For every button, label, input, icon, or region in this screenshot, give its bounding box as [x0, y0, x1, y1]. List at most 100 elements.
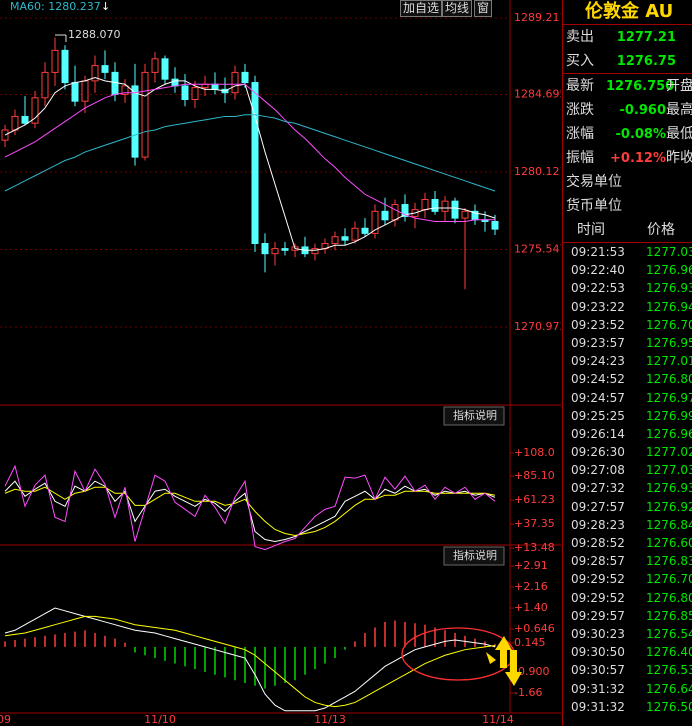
stat-value: -0.08%	[615, 127, 667, 142]
y-tick-label: +37.35	[514, 517, 555, 530]
quote-panel: 伦敦金 AU 卖出 1277.21 买入 1276.75 最新 1276.750开盘 涨跌…	[562, 0, 692, 726]
y-tick-label: 1275.547	[514, 243, 561, 256]
x-tick-label: 11/13	[314, 713, 346, 726]
stat-label: 涨跌	[566, 102, 594, 118]
toolbar-button[interactable]: 均线	[442, 0, 473, 17]
y-tick-label: 1270.973	[514, 320, 561, 333]
candle-body	[21, 115, 29, 124]
toolbar-button[interactable]: 窗	[474, 0, 493, 17]
candle-body	[51, 49, 59, 73]
trade-price: 1277.02	[646, 445, 692, 460]
trade-row: 09:30:50 1276.40	[563, 643, 692, 661]
note-label[interactable]: 指标说明	[453, 548, 497, 562]
trade-time: 09:23:57	[571, 335, 625, 350]
stat-row: 涨跌 -0.960最高	[563, 98, 692, 122]
candle-body	[91, 65, 99, 82]
note-label[interactable]: 指标说明	[453, 408, 497, 422]
stat-extra: 开盘	[666, 78, 692, 94]
legend: MA60: 1280.237	[10, 0, 101, 13]
trade-row: 09:22:40 1276.96	[563, 261, 692, 279]
quote-row: 买入 1276.75	[563, 49, 692, 74]
trade-time: 09:31:32	[571, 699, 625, 714]
trade-time: 09:23:22	[571, 299, 625, 314]
trade-price: 1276.80	[646, 590, 692, 605]
trade-price: 1276.70	[646, 572, 692, 587]
trade-time: 09:30:23	[571, 626, 625, 641]
trade-row: 09:31:32 1276.64	[563, 680, 692, 698]
stat-row: 振幅 +0.12%昨收	[563, 146, 692, 170]
y-tick-label: +85.10	[514, 469, 555, 482]
trade-price: 1276.85	[646, 608, 692, 623]
stat-label: 涨幅	[566, 126, 594, 142]
candle-body	[281, 248, 289, 251]
trade-price: 1276.96	[646, 426, 692, 441]
trade-time: 09:21:53	[571, 245, 625, 259]
indicator-line	[4, 607, 496, 712]
trade-row: 09:23:52 1276.70	[563, 316, 692, 334]
trade-row: 09:28:52 1276.60	[563, 534, 692, 552]
trade-row: 09:27:57 1276.92	[563, 498, 692, 516]
note-button[interactable]	[443, 546, 505, 566]
trades-header: 时间 价格	[563, 218, 692, 243]
candle-body	[171, 78, 179, 87]
y-tick-label: +1.40	[514, 601, 548, 614]
candle-body	[351, 227, 359, 241]
y-tick-label: 1280.121	[514, 165, 561, 178]
trade-time: 09:29:52	[571, 590, 625, 605]
arrow-icon: ↓	[101, 0, 110, 13]
trade-time: 09:30:50	[571, 645, 625, 660]
trade-price: 1276.60	[646, 536, 692, 550]
trade-price: 1276.84	[646, 517, 692, 532]
candle-body	[341, 236, 349, 241]
candle-body	[131, 85, 139, 158]
stat-row: 涨幅 -0.08%最低	[563, 122, 692, 146]
quote-label: 买入	[566, 53, 594, 69]
trade-row: 09:25:25 1276.99	[563, 407, 692, 425]
trade-price: 1277.03	[646, 463, 692, 478]
candle-body	[391, 204, 399, 221]
y-tick-label: -0.900	[514, 665, 549, 678]
toolbar-button[interactable]: 加自选	[400, 0, 443, 17]
trade-row: 09:29:52 1276.70	[563, 570, 692, 588]
candle-body	[151, 58, 159, 73]
y-tick-label: 0.145	[514, 636, 546, 649]
candle-body	[41, 71, 49, 99]
trade-time: 09:24:23	[571, 354, 625, 369]
quote-value: 1276.75	[616, 54, 676, 69]
trade-time: 09:25:25	[571, 408, 625, 423]
trade-price: 1276.95	[646, 335, 692, 350]
trade-price: 1276.70	[646, 317, 692, 332]
quote-stats: 最新 1276.750开盘 涨跌 -0.960最高 涨幅 -0.08%最低 振幅 +0.12%…	[563, 74, 692, 170]
trade-row: 09:23:22 1276.94	[563, 298, 692, 316]
y-tick-label: -1.66	[514, 686, 542, 699]
trade-time: 09:29:52	[571, 572, 625, 587]
trade-row: 09:31:32 1276.50	[563, 698, 692, 716]
trade-price: 1276.94	[646, 299, 692, 314]
trade-row: 09:29:57 1276.85	[563, 607, 692, 625]
annotation: 1288.070	[68, 28, 121, 41]
y-tick-label: +108.0	[514, 446, 555, 459]
unit-label: 交易单位	[566, 174, 622, 190]
trade-price: 1276.54	[646, 626, 692, 641]
candle-body	[451, 200, 459, 219]
indicator-line	[4, 486, 496, 537]
trade-time: 09:27:08	[571, 463, 625, 478]
candle-body	[31, 97, 39, 124]
trade-row: 09:24:23 1277.01	[563, 352, 692, 370]
trade-time: 09:22:53	[571, 281, 625, 296]
candle-body	[311, 248, 319, 255]
candle-body	[81, 80, 89, 102]
indicator-line	[4, 464, 496, 551]
trade-row: 09:29:52 1276.80	[563, 589, 692, 607]
y-tick-label: 1289.211	[514, 11, 561, 24]
trade-time: 09:24:57	[571, 390, 625, 405]
stat-extra: 最低	[666, 126, 692, 142]
note-button[interactable]	[443, 406, 505, 426]
candle-body	[161, 58, 169, 80]
quote-row: 卖出 1277.21	[563, 25, 692, 49]
indicator-line	[4, 114, 496, 192]
trade-row: 09:22:53 1276.93	[563, 279, 692, 297]
trade-time: 09:27:32	[571, 481, 625, 496]
candle-body	[231, 71, 239, 94]
trade-time: 09:23:52	[571, 317, 625, 332]
